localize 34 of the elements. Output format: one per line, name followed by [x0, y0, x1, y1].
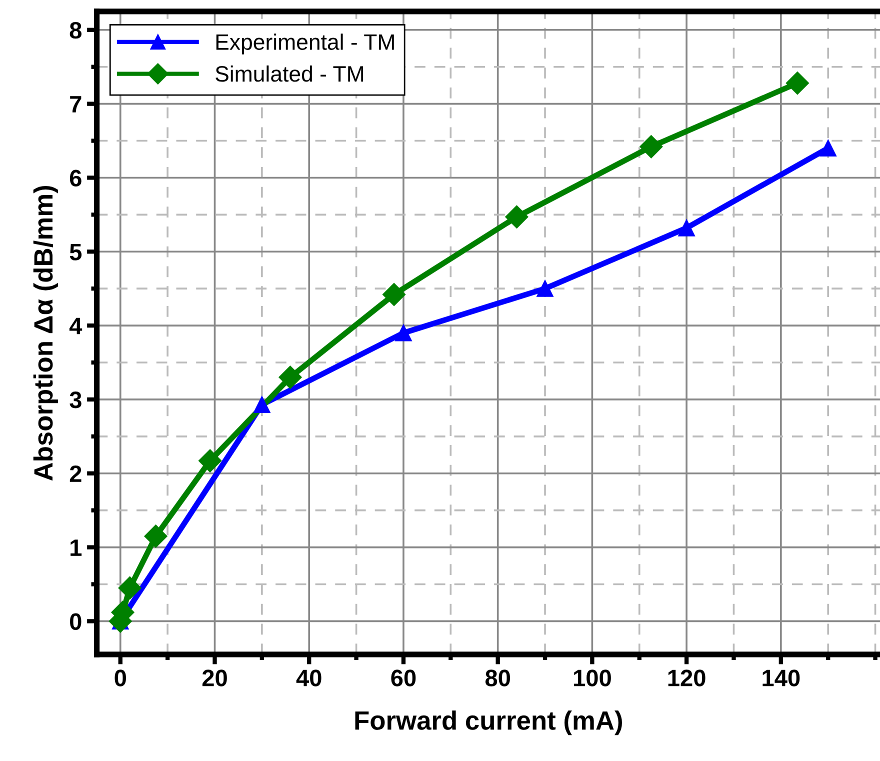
point	[536, 280, 554, 297]
y-tick-label: 0	[70, 613, 82, 630]
y-tick-label: 2	[70, 465, 82, 482]
point	[678, 220, 695, 236]
point	[786, 72, 809, 95]
x-axis-title: Forward current (mA)	[355, 710, 622, 736]
point	[382, 283, 406, 306]
point	[820, 140, 836, 156]
y-tick-label: 3	[70, 392, 82, 408]
legend-label: Experimental - TM	[216, 34, 394, 54]
x-tick-label: 120	[668, 670, 706, 686]
point	[198, 449, 222, 472]
point	[640, 135, 663, 158]
point	[505, 205, 528, 228]
y-axis-title: Absorption Δα (dB/mm)	[33, 186, 58, 481]
point	[254, 396, 270, 413]
point	[144, 524, 168, 548]
x-tick-label: 140	[762, 670, 800, 686]
x-tick-label: 20	[202, 670, 227, 686]
x-tick-label: 80	[485, 670, 510, 686]
x-tick-label: 100	[574, 670, 611, 686]
point	[395, 324, 412, 342]
y-tick-label: 5	[70, 244, 82, 260]
y-tick-label: 1	[70, 540, 82, 556]
x-tick-label: 0	[114, 670, 126, 686]
point	[278, 366, 302, 389]
y-tick-label: 6	[70, 170, 82, 187]
legend-label: Simulated - TM	[216, 65, 364, 82]
y-tick-label: 8	[70, 22, 82, 39]
y-tick-label: 4	[69, 318, 82, 334]
point	[118, 576, 142, 600]
x-tick-label: 40	[296, 670, 322, 686]
x-tick-label: 60	[391, 670, 416, 686]
y-tick-label: 7	[70, 96, 82, 112]
